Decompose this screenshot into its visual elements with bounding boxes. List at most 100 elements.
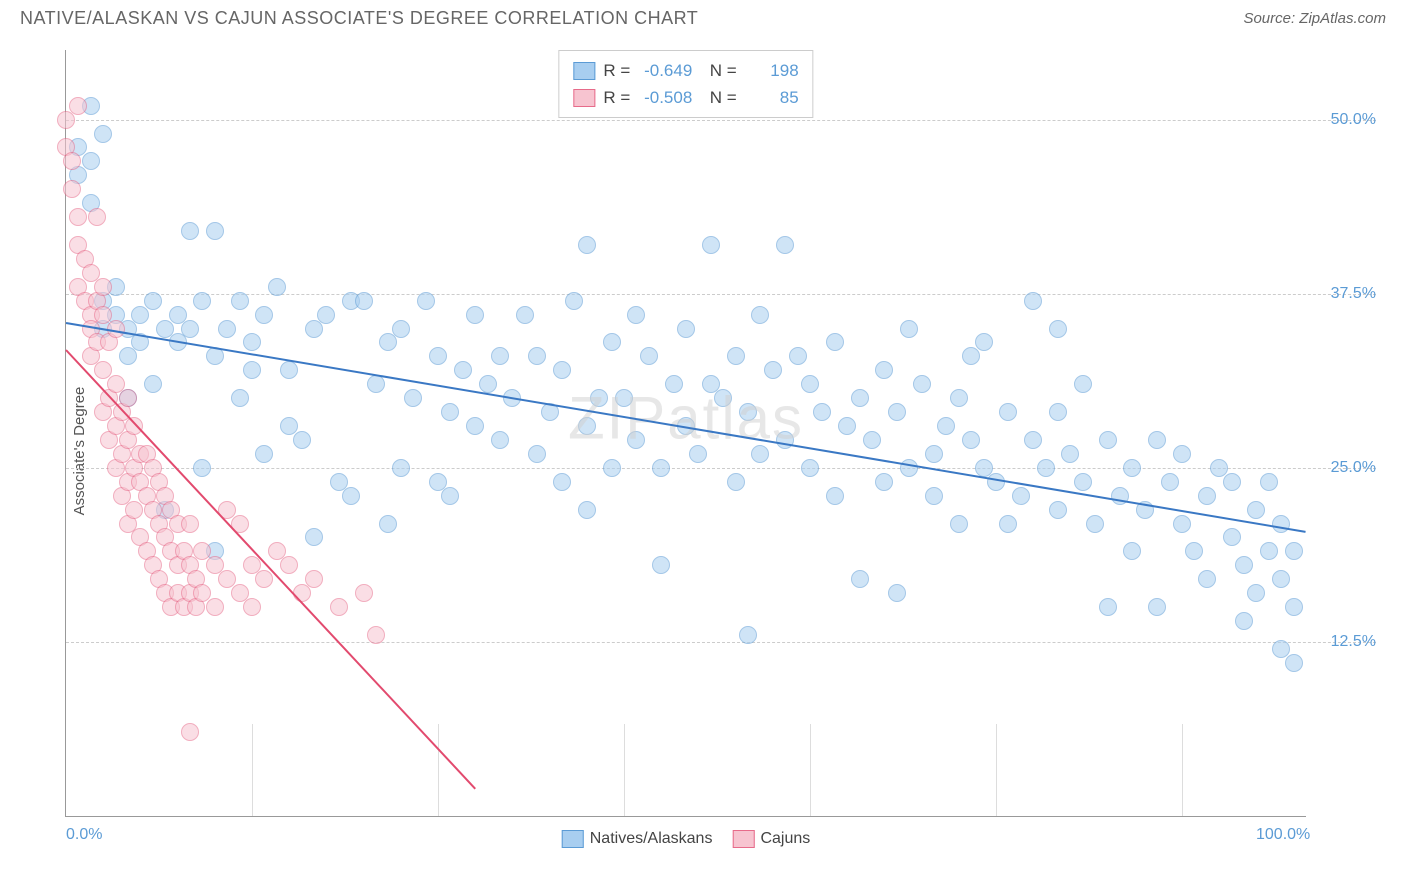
data-point xyxy=(900,320,918,338)
chart-container: Associate's Degree ZIPatlas R = -0.649 N… xyxy=(20,40,1386,862)
data-point xyxy=(404,389,422,407)
data-point xyxy=(1074,375,1092,393)
data-point xyxy=(1123,542,1141,560)
data-point xyxy=(826,487,844,505)
stats-row-cajuns: R = -0.508 N = 85 xyxy=(573,84,798,111)
data-point xyxy=(528,445,546,463)
data-point xyxy=(801,375,819,393)
data-point xyxy=(1049,501,1067,519)
y-tick-label: 37.5% xyxy=(1311,285,1376,303)
data-point xyxy=(751,445,769,463)
data-point xyxy=(293,584,311,602)
legend-label: Cajuns xyxy=(760,830,810,848)
data-point xyxy=(888,403,906,421)
data-point xyxy=(1049,320,1067,338)
data-point xyxy=(1235,612,1253,630)
data-point xyxy=(1247,501,1265,519)
data-point xyxy=(1161,473,1179,491)
data-point xyxy=(1173,515,1191,533)
data-point xyxy=(739,403,757,421)
data-point xyxy=(119,347,137,365)
data-point xyxy=(975,333,993,351)
data-point xyxy=(491,347,509,365)
data-point xyxy=(1049,403,1067,421)
data-point xyxy=(578,501,596,519)
data-point xyxy=(1024,292,1042,310)
data-point xyxy=(1099,598,1117,616)
data-point xyxy=(88,208,106,226)
legend-swatch xyxy=(732,830,754,848)
data-point xyxy=(962,347,980,365)
data-point xyxy=(1198,487,1216,505)
gridline-v xyxy=(810,724,811,816)
data-point xyxy=(652,556,670,574)
data-point xyxy=(454,361,472,379)
data-point xyxy=(553,361,571,379)
data-point xyxy=(63,180,81,198)
r-value-cajuns: -0.508 xyxy=(638,84,692,111)
data-point xyxy=(206,222,224,240)
data-point xyxy=(342,487,360,505)
data-point xyxy=(379,515,397,533)
data-point xyxy=(392,459,410,477)
data-point xyxy=(1235,556,1253,574)
data-point xyxy=(1148,598,1166,616)
y-tick-label: 12.5% xyxy=(1311,633,1376,651)
data-point xyxy=(702,236,720,254)
data-point xyxy=(57,111,75,129)
data-point xyxy=(367,626,385,644)
data-point xyxy=(1285,654,1303,672)
data-point xyxy=(466,306,484,324)
data-point xyxy=(714,389,732,407)
data-point xyxy=(379,333,397,351)
data-point xyxy=(1247,584,1265,602)
stats-row-natives: R = -0.649 N = 198 xyxy=(573,57,798,84)
data-point xyxy=(305,528,323,546)
data-point xyxy=(516,306,534,324)
data-point xyxy=(727,473,745,491)
data-point xyxy=(125,501,143,519)
swatch-natives xyxy=(573,62,595,80)
data-point xyxy=(665,375,683,393)
data-point xyxy=(181,222,199,240)
legend: Natives/AlaskansCajuns xyxy=(562,830,811,848)
data-point xyxy=(367,375,385,393)
data-point xyxy=(206,598,224,616)
r-value-natives: -0.649 xyxy=(638,57,692,84)
y-tick-label: 50.0% xyxy=(1311,111,1376,129)
data-point xyxy=(94,125,112,143)
x-tick-label: 100.0% xyxy=(1256,826,1310,844)
gridline-h xyxy=(66,294,1376,295)
source-label: Source: ZipAtlas.com xyxy=(1243,10,1386,27)
data-point xyxy=(491,431,509,449)
data-point xyxy=(144,292,162,310)
data-point xyxy=(851,389,869,407)
stats-box: R = -0.649 N = 198 R = -0.508 N = 85 xyxy=(558,50,813,118)
data-point xyxy=(1074,473,1092,491)
data-point xyxy=(355,584,373,602)
data-point xyxy=(94,278,112,296)
data-point xyxy=(305,570,323,588)
swatch-cajuns xyxy=(573,89,595,107)
data-point xyxy=(479,375,497,393)
gridline-v xyxy=(624,724,625,816)
data-point xyxy=(851,570,869,588)
data-point xyxy=(603,459,621,477)
data-point xyxy=(181,515,199,533)
data-point xyxy=(243,361,261,379)
data-point xyxy=(181,723,199,741)
data-point xyxy=(280,361,298,379)
legend-item: Cajuns xyxy=(732,830,810,848)
data-point xyxy=(144,375,162,393)
data-point xyxy=(913,375,931,393)
chart-title: NATIVE/ALASKAN VS CAJUN ASSOCIATE'S DEGR… xyxy=(20,8,698,29)
data-point xyxy=(925,445,943,463)
gridline-v xyxy=(438,724,439,816)
data-point xyxy=(1260,542,1278,560)
n-label: N = xyxy=(700,84,736,111)
data-point xyxy=(727,347,745,365)
data-point xyxy=(950,389,968,407)
y-tick-label: 25.0% xyxy=(1311,459,1376,477)
data-point xyxy=(999,403,1017,421)
data-point xyxy=(69,208,87,226)
